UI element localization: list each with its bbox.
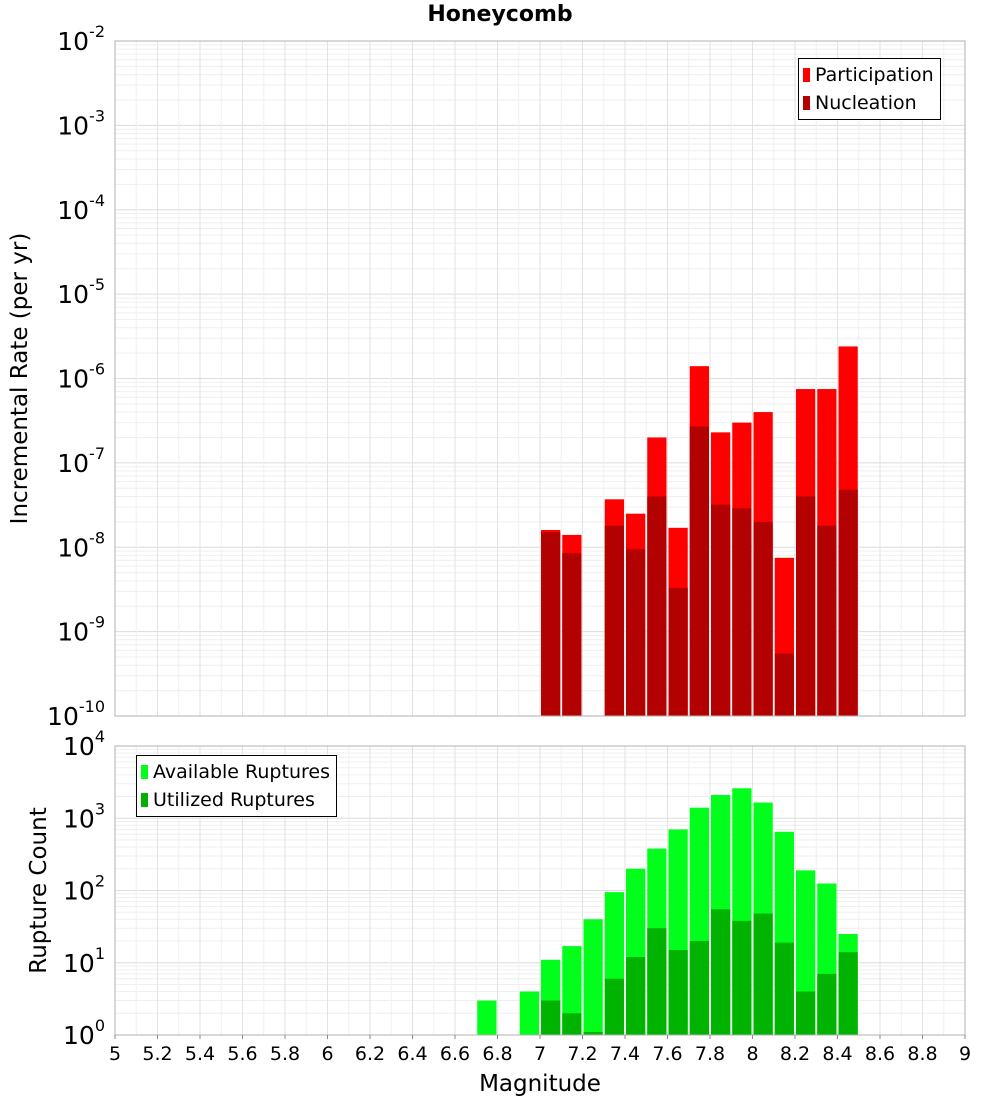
rate-panel: 10-10 10-9 10-8 10-7 10-6 10-5 10-4 10-3 10-2 Inc… bbox=[7, 22, 966, 731]
chart-title: Honeycomb bbox=[427, 2, 573, 27]
count-bar bbox=[753, 913, 773, 1035]
legend-label-participation: Participation bbox=[815, 64, 934, 86]
legend-item-participation: Participation bbox=[803, 61, 934, 89]
count-bar bbox=[519, 991, 539, 1035]
xtick-label: 7.6 bbox=[652, 1043, 682, 1065]
count-bar bbox=[711, 909, 731, 1035]
count-bar bbox=[626, 957, 646, 1035]
rate-ytick-label: 10-10 bbox=[47, 697, 105, 731]
xtick-label: 8 bbox=[746, 1043, 758, 1065]
count-bar bbox=[647, 928, 667, 1035]
x-axis-label: Magnitude bbox=[479, 1071, 601, 1097]
count-bar bbox=[583, 919, 603, 1035]
count-ytick-label: 100 bbox=[63, 1016, 105, 1050]
count-bar bbox=[668, 950, 688, 1035]
count-bar bbox=[604, 978, 624, 1035]
rate-ylabel: Incremental Rate (per yr) bbox=[7, 233, 33, 525]
xtick-label: 7 bbox=[534, 1043, 546, 1065]
count-ytick-label: 104 bbox=[63, 727, 105, 761]
xtick-label: 8.4 bbox=[822, 1043, 852, 1065]
rate-grid bbox=[114, 41, 966, 717]
rate-ytick-label: 10-4 bbox=[57, 191, 105, 225]
rate-ytick-label: 10-9 bbox=[57, 613, 105, 647]
count-bar bbox=[838, 952, 858, 1035]
count-panel: 100 101 102 103 104 Rupture Count 5 5.2 5.4 5.6 5.… bbox=[26, 727, 971, 1097]
xtick-label: 7.2 bbox=[567, 1043, 597, 1065]
rate-bar bbox=[626, 549, 646, 716]
rate-series-1 bbox=[541, 426, 858, 716]
xtick-label: 7.4 bbox=[610, 1043, 640, 1065]
rate-bar bbox=[774, 653, 794, 716]
count-ytick-label: 102 bbox=[63, 872, 105, 906]
legend-label-nucleation: Nucleation bbox=[815, 92, 917, 114]
rate-legend: Participation Nucleation bbox=[798, 58, 941, 120]
legend-label-utilized: Utilized Ruptures bbox=[153, 789, 315, 811]
rate-bar bbox=[689, 426, 709, 716]
xtick-label: 5.2 bbox=[142, 1043, 172, 1065]
xtick-label: 9 bbox=[959, 1043, 971, 1065]
rate-bar bbox=[796, 496, 816, 716]
xtick-label: 8.8 bbox=[907, 1043, 937, 1065]
rate-ytick-label: 10-3 bbox=[57, 106, 105, 140]
xtick-label: 6.4 bbox=[397, 1043, 427, 1065]
rate-bar bbox=[753, 521, 773, 716]
legend-label-available: Available Ruptures bbox=[153, 761, 330, 783]
count-bar bbox=[583, 1032, 603, 1035]
xtick-label: 5.6 bbox=[227, 1043, 257, 1065]
participation-swatch bbox=[803, 68, 810, 82]
count-ylabel: Rupture Count bbox=[26, 807, 52, 973]
rate-ytick-label: 10-5 bbox=[57, 275, 105, 309]
utilized-swatch bbox=[141, 793, 148, 807]
rate-bar bbox=[604, 525, 624, 716]
count-bar bbox=[774, 942, 794, 1035]
xtick-label: 6 bbox=[321, 1043, 333, 1065]
count-bar bbox=[541, 1000, 561, 1035]
xtick-label: 8.6 bbox=[865, 1043, 895, 1065]
xtick-label: 6.8 bbox=[482, 1043, 512, 1065]
rate-bar bbox=[541, 532, 561, 716]
xtick-label: 6.2 bbox=[355, 1043, 385, 1065]
rate-ytick-label: 10-7 bbox=[57, 444, 105, 478]
rate-ytick-label: 10-2 bbox=[57, 22, 105, 56]
rate-bar bbox=[838, 489, 858, 716]
legend-item-nucleation: Nucleation bbox=[803, 89, 934, 117]
count-bar bbox=[562, 1013, 582, 1035]
count-bar bbox=[562, 946, 582, 1035]
xtick-label: 7.8 bbox=[695, 1043, 725, 1065]
count-bar bbox=[817, 973, 837, 1035]
rate-bar bbox=[732, 508, 752, 716]
rate-ytick-label: 10-6 bbox=[57, 360, 105, 394]
available-swatch bbox=[141, 765, 148, 779]
count-series-1 bbox=[541, 909, 858, 1035]
rate-ytick-label: 10-8 bbox=[57, 528, 105, 562]
count-ytick-label: 103 bbox=[63, 799, 105, 833]
rate-bar bbox=[711, 504, 731, 716]
rate-bar bbox=[562, 553, 582, 716]
legend-item-utilized: Utilized Ruptures bbox=[141, 786, 330, 814]
legend-item-available: Available Ruptures bbox=[141, 758, 330, 786]
count-bar bbox=[796, 991, 816, 1035]
xtick-label: 5 bbox=[109, 1043, 121, 1065]
rate-bar bbox=[647, 496, 667, 716]
count-bar bbox=[732, 920, 752, 1035]
count-bar bbox=[689, 941, 709, 1035]
rate-plot-frame bbox=[114, 40, 966, 717]
xtick-label: 8.2 bbox=[780, 1043, 810, 1065]
count-ytick-label: 101 bbox=[63, 944, 105, 978]
count-legend: Available Ruptures Utilized Ruptures bbox=[136, 755, 337, 817]
count-bar bbox=[477, 1000, 497, 1035]
nucleation-swatch bbox=[803, 96, 810, 110]
rate-bar bbox=[817, 525, 837, 716]
xtick-label: 6.6 bbox=[440, 1043, 470, 1065]
xtick-label: 5.8 bbox=[270, 1043, 300, 1065]
rate-bar bbox=[668, 587, 688, 716]
xtick-label: 5.4 bbox=[185, 1043, 215, 1065]
